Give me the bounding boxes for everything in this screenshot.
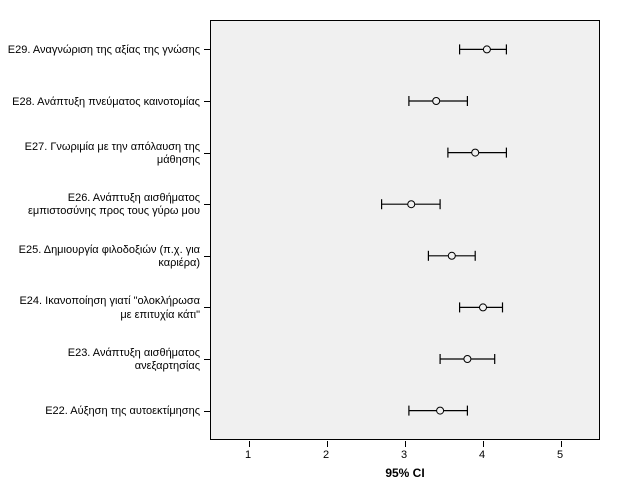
x-tick-label: 4 xyxy=(479,449,485,461)
y-category-label-line: Ε27. Γνωριμία με την απόλαυση της xyxy=(0,141,200,154)
x-tick-label: 5 xyxy=(557,449,563,461)
y-category-label-line: Ε23. Ανάπτυξη αισθήματος xyxy=(0,347,200,360)
y-tick xyxy=(204,204,210,205)
y-category-label: Ε22. Αύξηση της αυτοεκτίμησης xyxy=(0,405,200,418)
y-category-label: Ε23. Ανάπτυξη αισθήματοςανεξαρτησίας xyxy=(0,347,200,373)
y-tick xyxy=(204,411,210,412)
y-category-label-line: ανεξαρτησίας xyxy=(0,360,200,373)
x-tick xyxy=(327,441,328,447)
x-tick-label: 3 xyxy=(401,449,407,461)
y-category-label-line: Ε28. Ανάπτυξη πνεύματος καινοτομίας xyxy=(0,96,200,109)
y-category-label-line: Ε22. Αύξηση της αυτοεκτίμησης xyxy=(0,405,200,418)
y-tick xyxy=(204,153,210,154)
y-tick xyxy=(204,359,210,360)
y-category-label: Ε26. Ανάπτυξη αισθήματοςεμπιστοσύνης προ… xyxy=(0,192,200,218)
plot-area xyxy=(210,20,600,440)
x-tick-label: 1 xyxy=(245,449,251,461)
y-category-label-line: καριέρα) xyxy=(0,257,200,270)
x-axis-title: 95% CI xyxy=(210,466,600,480)
y-category-label-line: με επιτυχία κάτι" xyxy=(0,309,200,322)
y-category-label-line: Ε26. Ανάπτυξη αισθήματος xyxy=(0,192,200,205)
y-category-label: Ε25. Δημιουργία φιλοδοξιών (π.χ. γιακαρι… xyxy=(0,244,200,270)
y-category-label-line: εμπιστοσύνης προς τους γύρω μου xyxy=(0,205,200,218)
x-tick xyxy=(405,441,406,447)
y-category-label-line: Ε29. Αναγνώριση της αξίας της γνώσης xyxy=(0,44,200,57)
y-category-label-line: Ε24. Ικανοποίηση γιατί "ολοκλήρωσα xyxy=(0,295,200,308)
x-tick xyxy=(483,441,484,447)
x-tick xyxy=(249,441,250,447)
y-tick xyxy=(204,307,210,308)
y-tick xyxy=(204,256,210,257)
chart-container: 1 2 3 4 5 95% CI Ε29. Αναγνώριση της αξίας της… xyxy=(0,0,624,500)
y-category-label: Ε27. Γνωριμία με την απόλαυση τηςμάθησης xyxy=(0,141,200,167)
y-tick xyxy=(204,101,210,102)
y-category-label: Ε28. Ανάπτυξη πνεύματος καινοτομίας xyxy=(0,96,200,109)
y-category-label-line: Ε25. Δημιουργία φιλοδοξιών (π.χ. για xyxy=(0,244,200,257)
x-tick xyxy=(561,441,562,447)
y-category-label: Ε24. Ικανοποίηση γιατί "ολοκλήρωσαμε επι… xyxy=(0,295,200,321)
y-tick xyxy=(204,49,210,50)
y-category-label: Ε29. Αναγνώριση της αξίας της γνώσης xyxy=(0,44,200,57)
x-tick-label: 2 xyxy=(323,449,329,461)
y-category-label-line: μάθησης xyxy=(0,154,200,167)
